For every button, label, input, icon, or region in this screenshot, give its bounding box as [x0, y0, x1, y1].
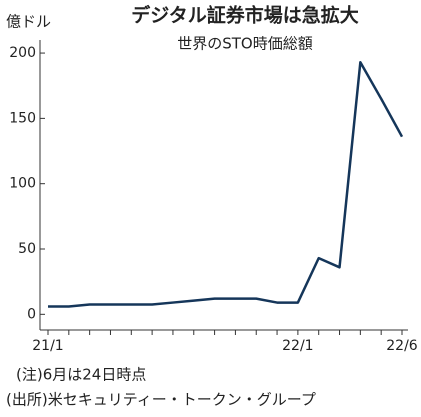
note: (注)6月は24日時点 [16, 366, 146, 384]
y-tick-label: 200 [9, 45, 36, 61]
x-tick-label: 22/6 [386, 338, 418, 354]
chart-title: デジタル証券市場は急拡大 [131, 4, 359, 27]
data-line [48, 60, 404, 308]
y-tick-label: 0 [27, 306, 36, 322]
y-tick-label: 100 [9, 176, 36, 192]
x-tick-label: 22/1 [282, 338, 313, 354]
y-axis-unit: 億ドル [6, 13, 51, 31]
x-tick-label: 21/1 [32, 338, 63, 354]
source: (出所)米セキュリティー・トークン・グループ [6, 391, 316, 409]
chart-subtitle: 世界のSTO時価総額 [177, 35, 313, 53]
y-tick-label: 50 [18, 241, 36, 257]
y-tick-label: 150 [9, 110, 36, 126]
